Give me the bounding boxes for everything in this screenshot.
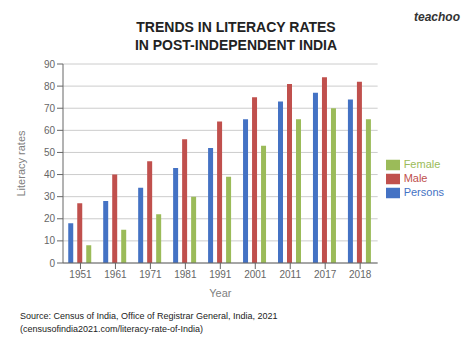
html-text:Female: Female [403, 157, 441, 170]
html-text:Male: Male [403, 172, 428, 184]
svg-text:80: 80 [44, 81, 56, 92]
svg-text:60: 60 [44, 125, 56, 136]
svg-text:40: 40 [44, 169, 56, 180]
svg-text:1991: 1991 [209, 269, 232, 280]
html-text:IN POST-INDEPENDENT INDIA: IN POST-INDEPENDENT INDIA [134, 37, 338, 53]
svg-text:1981: 1981 [174, 269, 197, 280]
svg-text:Year: Year [209, 287, 232, 299]
svg-text:50: 50 [44, 147, 56, 158]
svg-text:70: 70 [44, 103, 56, 114]
html-text:(censusofindia2021.com/literac: (censusofindia2021.com/literacy-rate-of-… [20, 324, 204, 334]
svg-text:Literacy rates: Literacy rates [15, 130, 27, 197]
svg-text:2017: 2017 [314, 269, 337, 280]
svg-text:2001: 2001 [244, 269, 267, 280]
svg-text:0: 0 [49, 258, 55, 269]
svg-text:1951: 1951 [69, 269, 92, 280]
svg-text:2011: 2011 [279, 269, 301, 280]
html-text:Source: Census of India, Offic: Source: Census of India, Office of Regis… [20, 311, 278, 321]
html-text:TRENDS IN LITERACY RATES: TRENDS IN LITERACY RATES [136, 19, 336, 35]
svg-text:90: 90 [44, 59, 56, 70]
svg-text:20: 20 [44, 213, 56, 224]
svg-text:1971: 1971 [139, 269, 162, 280]
html-text:teachoo: teachoo [414, 10, 460, 24]
svg-text:30: 30 [44, 191, 56, 202]
html-text:Persons: Persons [403, 186, 444, 198]
svg-text:1961: 1961 [104, 269, 127, 280]
svg-text:10: 10 [44, 235, 56, 246]
svg-text:2018: 2018 [349, 269, 372, 280]
